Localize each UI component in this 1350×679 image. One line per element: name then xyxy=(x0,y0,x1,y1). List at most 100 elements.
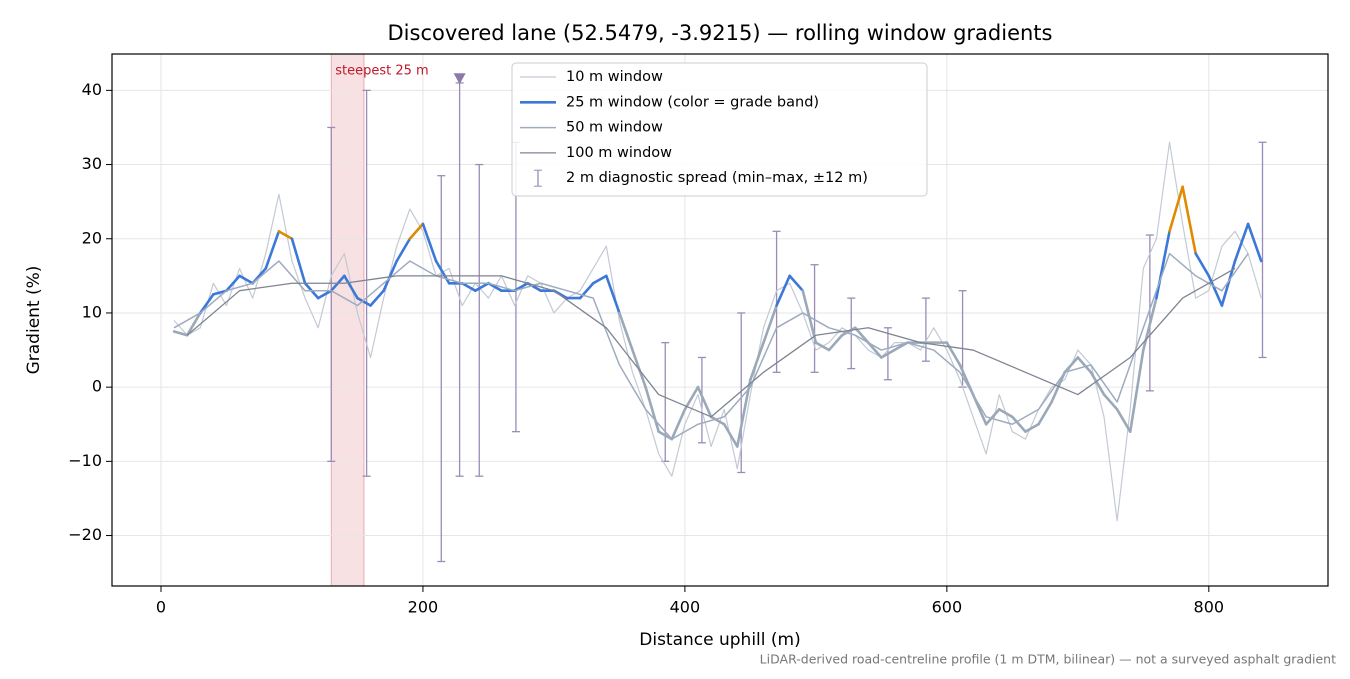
line-segment xyxy=(264,230,281,270)
line-segment xyxy=(1115,408,1132,433)
line-segment xyxy=(172,330,189,337)
error-bar xyxy=(1258,141,1267,359)
x-tick-label: 400 xyxy=(670,598,701,617)
line-segment xyxy=(997,408,1014,419)
highlight-label: steepest 25 m xyxy=(335,64,428,79)
line-segment xyxy=(1207,274,1224,307)
error-bar xyxy=(362,89,371,477)
line-segment xyxy=(984,408,1001,426)
line-segment xyxy=(605,274,621,315)
y-tick-label: 30 xyxy=(82,154,102,173)
line-segment xyxy=(1246,222,1263,263)
line-segment xyxy=(866,341,883,359)
line-segment xyxy=(657,430,674,441)
peak-marker xyxy=(453,73,466,85)
error-bar xyxy=(327,126,336,462)
y-axis-label: Gradient (%) xyxy=(24,266,44,375)
error-bar xyxy=(661,341,670,462)
line-segment xyxy=(762,304,778,344)
line-segment xyxy=(356,296,372,307)
line-segment xyxy=(1220,259,1237,307)
line-segment xyxy=(840,326,857,337)
line-segment xyxy=(735,378,752,448)
line-segment xyxy=(683,385,700,411)
line-segment xyxy=(1011,415,1027,433)
x-tick-label: 800 xyxy=(1194,598,1225,617)
line-segment xyxy=(1102,393,1119,411)
line-segment xyxy=(1037,400,1053,426)
line-segment xyxy=(788,274,805,292)
line-segment xyxy=(395,237,412,263)
line-segment xyxy=(1024,422,1040,433)
error-bar xyxy=(437,175,446,563)
line-segment xyxy=(1194,252,1211,278)
line-segment xyxy=(434,259,451,285)
line-segment xyxy=(316,289,333,300)
footnote: LiDAR-derived road-centreline profile (1… xyxy=(760,652,1336,667)
y-tick-label: 40 xyxy=(82,80,102,99)
line-segment xyxy=(618,311,634,352)
line-segment xyxy=(225,274,241,292)
y-tick-label: 10 xyxy=(82,302,102,321)
line-segment xyxy=(290,237,307,285)
y-tick-label: 20 xyxy=(82,228,102,247)
line-segment xyxy=(1128,348,1145,433)
line-segment xyxy=(853,326,870,344)
line-segment xyxy=(185,311,202,337)
error-bar xyxy=(1145,234,1154,392)
line-segment xyxy=(460,281,477,292)
series-line xyxy=(173,141,1262,522)
line-segment xyxy=(880,348,896,359)
series-line xyxy=(186,267,1236,418)
legend-label: 2 m diagnostic spread (min–max, ±12 m) xyxy=(566,170,868,186)
line-segment xyxy=(814,341,831,352)
line-segment xyxy=(696,385,713,419)
line-segment xyxy=(670,408,687,441)
error-bar xyxy=(772,230,781,373)
line-segment xyxy=(591,274,608,285)
error-bar xyxy=(810,264,819,373)
line-segment xyxy=(1168,185,1184,233)
line-segment xyxy=(474,281,490,292)
line-segment xyxy=(421,222,438,263)
chart-title: Discovered lane (52.5479, -3.9215) — rol… xyxy=(388,21,1053,45)
legend-box xyxy=(511,62,928,197)
legend-label: 100 m window xyxy=(566,145,672,161)
line-segment xyxy=(1076,356,1093,374)
line-segment xyxy=(369,289,385,307)
line-segment xyxy=(775,274,791,307)
line-segment xyxy=(238,274,254,285)
plot-frame xyxy=(111,53,1329,587)
error-bar xyxy=(455,82,464,477)
line-segment xyxy=(827,333,844,352)
line-segment xyxy=(709,415,726,426)
line-segment xyxy=(1155,230,1171,300)
x-tick-label: 600 xyxy=(932,598,963,617)
line-segment xyxy=(749,341,765,382)
legend-label: 25 m window (color = grade band) xyxy=(566,94,819,110)
line-segment xyxy=(1233,222,1250,263)
series-line xyxy=(173,252,1249,440)
line-segment xyxy=(382,259,399,292)
line-segment xyxy=(343,274,359,300)
y-tick-label: 0 xyxy=(92,377,102,396)
line-segment xyxy=(1142,296,1158,352)
x-tick-label: 0 xyxy=(156,598,166,617)
legend: 10 m window 25 m window (color = grade ba… xyxy=(511,62,928,197)
y-tick-label: −10 xyxy=(68,451,102,470)
legend-label: 50 m window xyxy=(566,120,663,136)
line-segment xyxy=(1050,371,1067,404)
line-segment xyxy=(722,422,739,448)
line-segment xyxy=(644,385,661,433)
line-segment xyxy=(408,222,425,241)
line-segment xyxy=(277,230,294,241)
error-bar xyxy=(921,297,930,362)
highlight-band xyxy=(330,53,365,587)
line-segment xyxy=(1089,371,1106,396)
legend-label: 10 m window xyxy=(566,69,663,85)
x-tick-label: 200 xyxy=(408,598,439,617)
y-tick-label: −20 xyxy=(68,525,102,544)
line-segment xyxy=(1181,185,1198,255)
error-bar xyxy=(697,356,706,444)
